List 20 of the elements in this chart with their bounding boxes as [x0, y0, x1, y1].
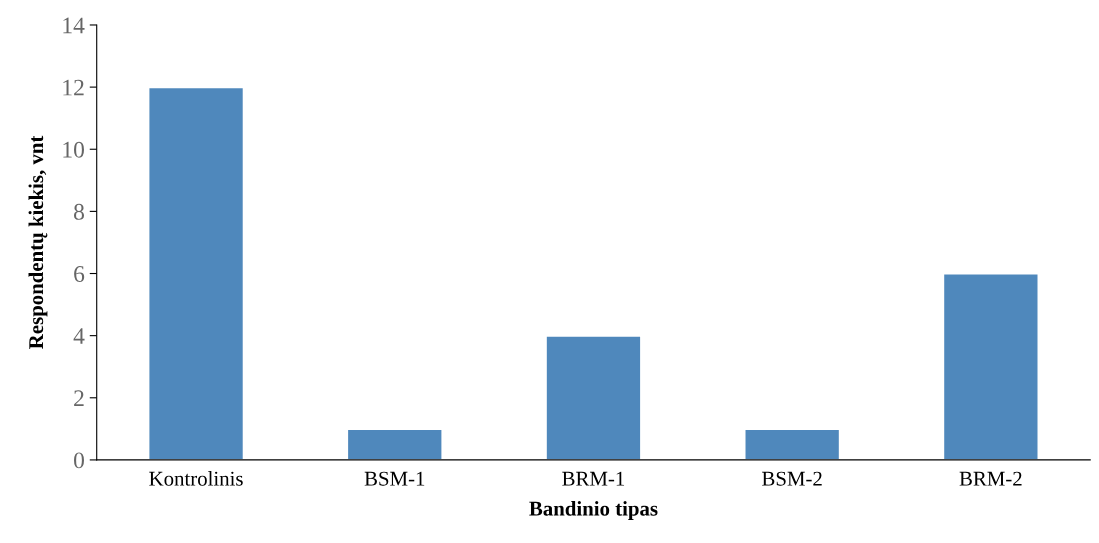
- y-tick-label: 8: [74, 203, 85, 220]
- y-axis-title: Respondentų kiekis, vnt: [28, 135, 48, 349]
- y-tick-label: 10: [63, 141, 85, 158]
- x-tick-label: BRM-1: [562, 471, 625, 486]
- x-tick-label: Kontrolinis: [149, 471, 243, 486]
- bar: [544, 334, 643, 460]
- y-tick-label: 2: [74, 390, 84, 406]
- x-tick-label: BRM-2: [959, 471, 1022, 486]
- bar: [743, 427, 841, 460]
- bar: [346, 427, 444, 460]
- x-tick-label: BSM-1: [364, 471, 425, 486]
- bar: [147, 86, 245, 460]
- y-tick-label: 0: [74, 452, 85, 469]
- x-axis-title: Bandinio tipas: [529, 501, 658, 520]
- y-tick-label: 6: [74, 266, 85, 282]
- y-tick-label: 12: [63, 79, 84, 96]
- x-tick-label: BSM-2: [762, 471, 822, 486]
- y-tick-label: 4: [73, 328, 85, 344]
- bar: [942, 272, 1040, 460]
- y-tick-label: 14: [63, 17, 85, 34]
